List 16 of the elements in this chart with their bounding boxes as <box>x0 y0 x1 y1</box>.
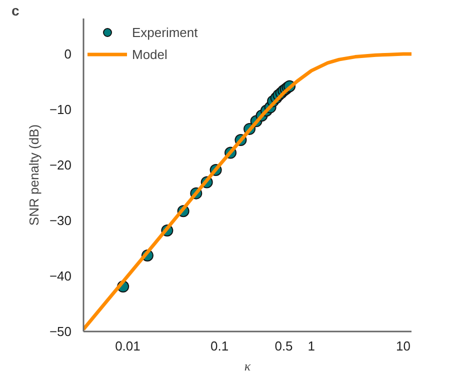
x-tick-label: 10 <box>396 338 410 354</box>
x-axis-title: κ <box>244 358 252 374</box>
x-tick-label: 0.1 <box>210 338 229 354</box>
legend-label: Model <box>132 46 168 62</box>
x-tick-label: 0.01 <box>115 338 140 354</box>
text: c <box>12 2 20 18</box>
y-tick-label: −30 <box>49 213 72 228</box>
y-axis-title: SNR penalty (dB) <box>26 124 42 226</box>
y-tick-label: 0 <box>64 46 72 62</box>
x-tick-label: 0.5 <box>274 338 293 354</box>
y-tick-label: −40 <box>49 268 72 284</box>
y-tick-label: −10 <box>49 102 72 118</box>
legend-label: Experiment <box>132 24 198 40</box>
y-tick-label: −20 <box>49 158 72 173</box>
y-tick-label: −50 <box>49 324 72 339</box>
x-tick-label: 1 <box>308 338 316 354</box>
